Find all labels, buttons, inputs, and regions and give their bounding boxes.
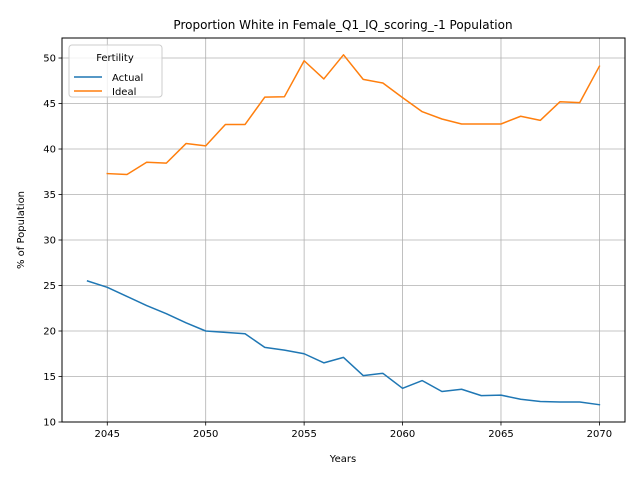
legend-box [68,44,163,98]
y-tick-label: 25 [43,281,56,292]
legend-label-ideal: Ideal [112,87,136,98]
y-tick-label: 30 [43,236,56,247]
y-tick-label: 15 [43,372,56,383]
y-tick-label: 50 [43,54,56,65]
y-tick-label: 40 [43,145,56,156]
series-line-ideal [106,54,601,176]
y-axis-label: % of Population [16,191,27,269]
y-tick-label: 10 [43,418,56,429]
plot-frame [61,37,626,423]
x-axis-ticks: 2045 2050 2055 2060 2065 2070 [95,422,612,440]
x-axis-label: Years [329,454,356,465]
x-tick-label: 2065 [488,429,513,440]
chart-title: Proportion White in Female_Q1_IQ_scoring… [173,18,512,32]
legend-label-actual: Actual [112,73,143,84]
y-tick-label: 20 [43,327,56,338]
x-tick-label: 2055 [291,429,316,440]
grid-lines [62,38,625,423]
series-line-actual [86,280,601,406]
y-tick-label: 35 [43,190,56,201]
y-tick-label: 45 [43,99,56,110]
x-tick-label: 2050 [193,429,218,440]
x-tick-label: 2045 [95,429,120,440]
series-layer [86,54,601,406]
legend: Fertility Actual Ideal [68,44,163,98]
legend-title: Fertility [96,53,134,64]
x-tick-label: 2070 [587,429,612,440]
y-axis-ticks: 10 15 20 25 30 35 40 45 50 [43,54,62,429]
x-tick-label: 2060 [390,429,415,440]
